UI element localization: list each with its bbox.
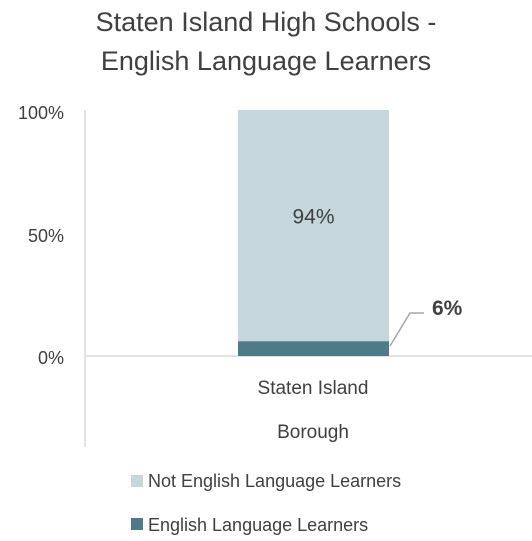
legend-swatch-not-ell <box>131 475 143 487</box>
data-label-ell: 6% <box>432 297 463 320</box>
x-category-label-line-2: Borough <box>277 422 349 443</box>
data-label-not-ell: 94% <box>292 206 334 229</box>
x-category-label-line-1: Staten Island <box>258 378 369 399</box>
legend-label-not-ell: Not English Language Learners <box>148 471 401 491</box>
chart-title-line-2: English Language Learners <box>101 46 431 76</box>
y-tick-label-0: 0% <box>38 348 64 368</box>
chart-title-line-1: Staten Island High Schools - <box>96 7 437 37</box>
bar-english-language-learners <box>238 341 389 356</box>
legend-swatch-ell <box>131 518 143 530</box>
y-tick-label-100: 100% <box>18 103 64 123</box>
ell-label-leader-line <box>390 313 424 346</box>
legend-label-ell: English Language Learners <box>148 515 368 535</box>
y-tick-label-50: 50% <box>28 226 64 246</box>
